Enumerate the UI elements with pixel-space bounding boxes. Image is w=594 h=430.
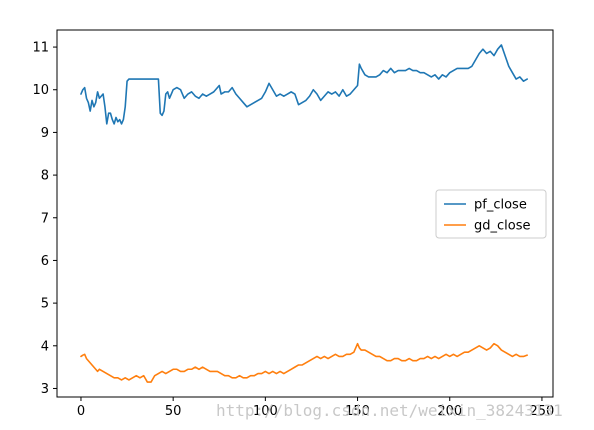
x-tick-label: 250 — [530, 404, 555, 419]
legend-label-gd_close: gd_close — [474, 219, 531, 234]
legend-label-pf_close: pf_close — [474, 198, 527, 213]
plot-area — [56, 29, 554, 398]
x-tick-label: 150 — [345, 404, 370, 419]
y-tick-label: 3 — [41, 382, 49, 397]
y-tick-label: 6 — [41, 254, 49, 269]
x-tick-label: 100 — [253, 404, 278, 419]
y-tick-label: 9 — [41, 126, 49, 141]
axes-frame — [56, 29, 554, 398]
y-tick-label: 11 — [32, 41, 49, 56]
y-tick-label: 10 — [32, 83, 49, 98]
y-tick-label: 4 — [41, 339, 49, 354]
x-axis: 0 50 100 150 200 250 — [77, 397, 555, 419]
y-axis: 3 4 5 6 7 8 9 10 11 — [32, 41, 57, 397]
y-tick-label: 5 — [41, 297, 49, 312]
legend: pf_close gd_close — [435, 189, 547, 239]
y-tick-label: 7 — [41, 211, 49, 226]
legend-box — [435, 189, 547, 239]
watermark: http://blog.csdn.net/weixin_38243131 — [216, 401, 563, 420]
x-tick-label: 50 — [165, 404, 182, 419]
x-tick-label: 200 — [437, 404, 462, 419]
x-tick-label: 0 — [77, 404, 85, 419]
series-line-gd_close — [80, 342, 528, 383]
y-tick-label: 8 — [41, 169, 49, 184]
series-line-pf_close — [80, 44, 528, 125]
